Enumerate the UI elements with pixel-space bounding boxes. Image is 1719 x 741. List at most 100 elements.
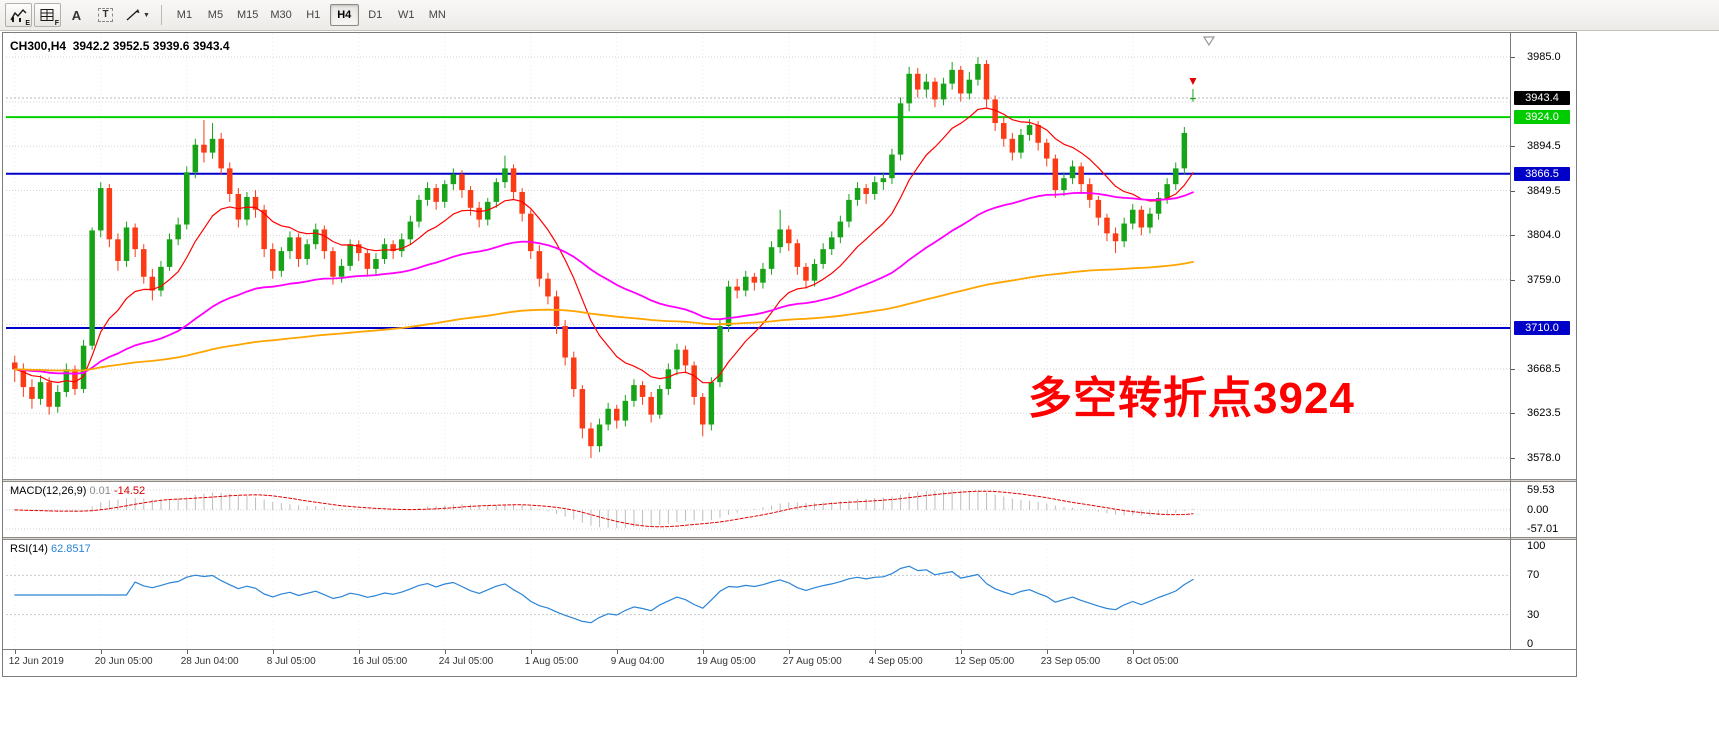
macd-canvas[interactable]	[6, 482, 1510, 537]
time-tick-label: 19 Aug 05:00	[696, 656, 756, 667]
drawing-tools-button[interactable]: ▼	[121, 3, 154, 27]
price-tick-mark	[1510, 368, 1515, 370]
price-tick-label: 3804.0	[1527, 229, 1561, 242]
dropdown-caret-icon: ▼	[143, 11, 150, 19]
time-tick-label: 1 Aug 05:00	[524, 656, 579, 667]
rsi-scale[interactable]: 100 70 30 0	[1512, 540, 1575, 650]
price-tick-label: 3849.5	[1527, 184, 1561, 197]
price-tick-label: 3894.5	[1527, 140, 1561, 153]
time-tick-label: 12 Sep 05:00	[954, 656, 1015, 667]
price-tick-label: 3578.0	[1527, 452, 1561, 464]
time-tick-mark	[272, 650, 274, 654]
ohlc-readout: 3942.2 3952.5 3939.6 3943.4	[72, 39, 230, 53]
price-tick-label: 3759.0	[1527, 273, 1561, 286]
macd-name: MACD(12,26,9)	[10, 485, 87, 497]
price-tick-mark	[1510, 413, 1515, 415]
chart-type-button[interactable]: E	[5, 3, 32, 27]
time-tick-mark	[1132, 650, 1134, 654]
price-scale[interactable]: 3985.0 3894.5 3849.5 3804.0 3759.0 3668.5 3623…	[1510, 33, 1575, 479]
price-badge-3924.0[interactable]: 3924.0	[1514, 110, 1570, 125]
textbox-tool-button[interactable]: T	[92, 3, 119, 27]
macd-label: MACD(12,26,9) 0.01 -14.52	[10, 485, 145, 497]
time-tick-mark	[530, 650, 532, 654]
timeframe-m15-button[interactable]: M15	[232, 4, 263, 26]
price-tick-mark	[1510, 458, 1515, 459]
data-window-button[interactable]: F	[34, 3, 61, 27]
main-chart-canvas[interactable]	[6, 33, 1510, 479]
price-badge-3943.4[interactable]: 3943.4	[1514, 91, 1570, 106]
rsi-tick-label: 0	[1527, 638, 1534, 650]
rsi-tick-label: 100	[1527, 540, 1546, 552]
timeframe-group: M1 M5 M15 M30 H1 H4 D1 W1 MN	[169, 4, 453, 26]
rsi-label: RSI(14) 62.8517	[10, 543, 91, 555]
time-tick-label: 16 Jul 05:00	[352, 656, 408, 667]
timeframe-m5-button[interactable]: M5	[201, 4, 230, 26]
macd-tick-label: -57.01	[1527, 523, 1559, 535]
timeframe-m30-button[interactable]: M30	[265, 4, 296, 26]
symbol-period-label: CH300,H4	[10, 39, 67, 53]
timeframe-h1-button[interactable]: H1	[299, 4, 328, 26]
time-tick-label: 12 Jun 2019	[8, 656, 64, 667]
price-tick-mark	[1510, 279, 1515, 281]
timeframe-w1-button[interactable]: W1	[392, 4, 421, 26]
price-scale-divider	[1510, 33, 1511, 649]
time-tick-label: 28 Jun 04:00	[180, 656, 239, 667]
macd-tick-label: 59.53	[1527, 484, 1555, 496]
time-tick-mark	[14, 650, 16, 654]
symbol-info: CH300,H4 3942.2 3952.5 3939.6 3943.4	[10, 39, 230, 53]
macd-tick-label: 0.00	[1527, 503, 1549, 516]
timeframe-h4-button[interactable]: H4	[329, 4, 359, 26]
price-tick-label: 3668.5	[1527, 362, 1561, 375]
time-tick-label: 24 Jul 05:00	[438, 656, 494, 667]
time-tick-mark	[788, 650, 790, 654]
grid-icon	[40, 9, 54, 21]
text-tool-icon: A	[71, 7, 82, 23]
panel-splitter[interactable]	[3, 537, 1576, 540]
price-tick-mark	[1510, 57, 1515, 59]
rsi-tick-label: 70	[1527, 569, 1540, 582]
time-tick-mark	[100, 650, 102, 654]
rsi-tick-label: 30	[1527, 608, 1540, 621]
time-tick-mark	[616, 650, 618, 654]
trendline-icon	[126, 9, 140, 21]
time-tick-label: 8 Oct 05:00	[1126, 656, 1179, 667]
timeframe-d1-button[interactable]: D1	[361, 4, 390, 26]
timeframe-m1-button[interactable]: M1	[170, 4, 199, 26]
time-tick-mark	[358, 650, 360, 654]
icon-sub-label: F	[54, 20, 59, 27]
toolbar-separator	[160, 5, 162, 25]
time-tick-label: 23 Sep 05:00	[1040, 656, 1101, 667]
price-tick-mark	[1510, 235, 1515, 237]
rsi-canvas[interactable]	[6, 540, 1510, 649]
time-tick-label: 20 Jun 05:00	[94, 656, 153, 667]
price-badge-3710.0[interactable]: 3710.0	[1514, 320, 1570, 335]
time-tick-mark	[1046, 650, 1048, 654]
rsi-name: RSI(14)	[10, 543, 48, 555]
icon-sub-label: E	[25, 20, 30, 27]
textbox-tool-icon: T	[98, 8, 113, 22]
chart-annotation-text[interactable]: 多空转折点3924	[1028, 374, 1355, 423]
macd-signal-value: -14.52	[113, 485, 146, 497]
panel-splitter[interactable]	[3, 479, 1576, 482]
time-tick-mark	[444, 650, 446, 654]
time-tick-mark	[960, 650, 962, 654]
time-tick-label: 27 Aug 05:00	[782, 656, 842, 667]
time-tick-label: 4 Sep 05:00	[868, 656, 923, 667]
macd-main-value: 0.01	[89, 485, 111, 497]
time-axis[interactable]: 12 Jun 2019 20 Jun 05:00 28 Jun 04:00 8 Jul…	[3, 649, 1576, 677]
timeframe-mn-button[interactable]: MN	[423, 4, 452, 26]
text-tool-button[interactable]: A	[63, 3, 90, 27]
chart-lines-icon	[10, 8, 27, 22]
price-badge-3866.5[interactable]: 3866.5	[1514, 166, 1570, 181]
price-tick-mark	[1510, 146, 1515, 148]
price-tick-mark	[1510, 190, 1515, 192]
time-tick-mark	[702, 650, 704, 654]
time-tick-label: 8 Jul 05:00	[266, 656, 316, 667]
rsi-value: 62.8517	[50, 543, 91, 555]
time-tick-mark	[874, 650, 876, 654]
time-tick-mark	[186, 650, 188, 654]
toolbar: E F A T ▼ M1 M5 M15 M30 H1 H4 D1 W1 MN	[0, 0, 1719, 31]
price-tick-label: 3985.0	[1527, 51, 1561, 64]
time-tick-label: 9 Aug 04:00	[610, 656, 665, 667]
macd-scale[interactable]: 59.53 0.00 -57.01	[1512, 482, 1575, 537]
